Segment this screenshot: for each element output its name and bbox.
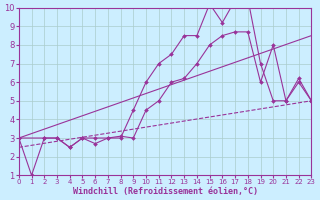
X-axis label: Windchill (Refroidissement éolien,°C): Windchill (Refroidissement éolien,°C): [73, 187, 258, 196]
